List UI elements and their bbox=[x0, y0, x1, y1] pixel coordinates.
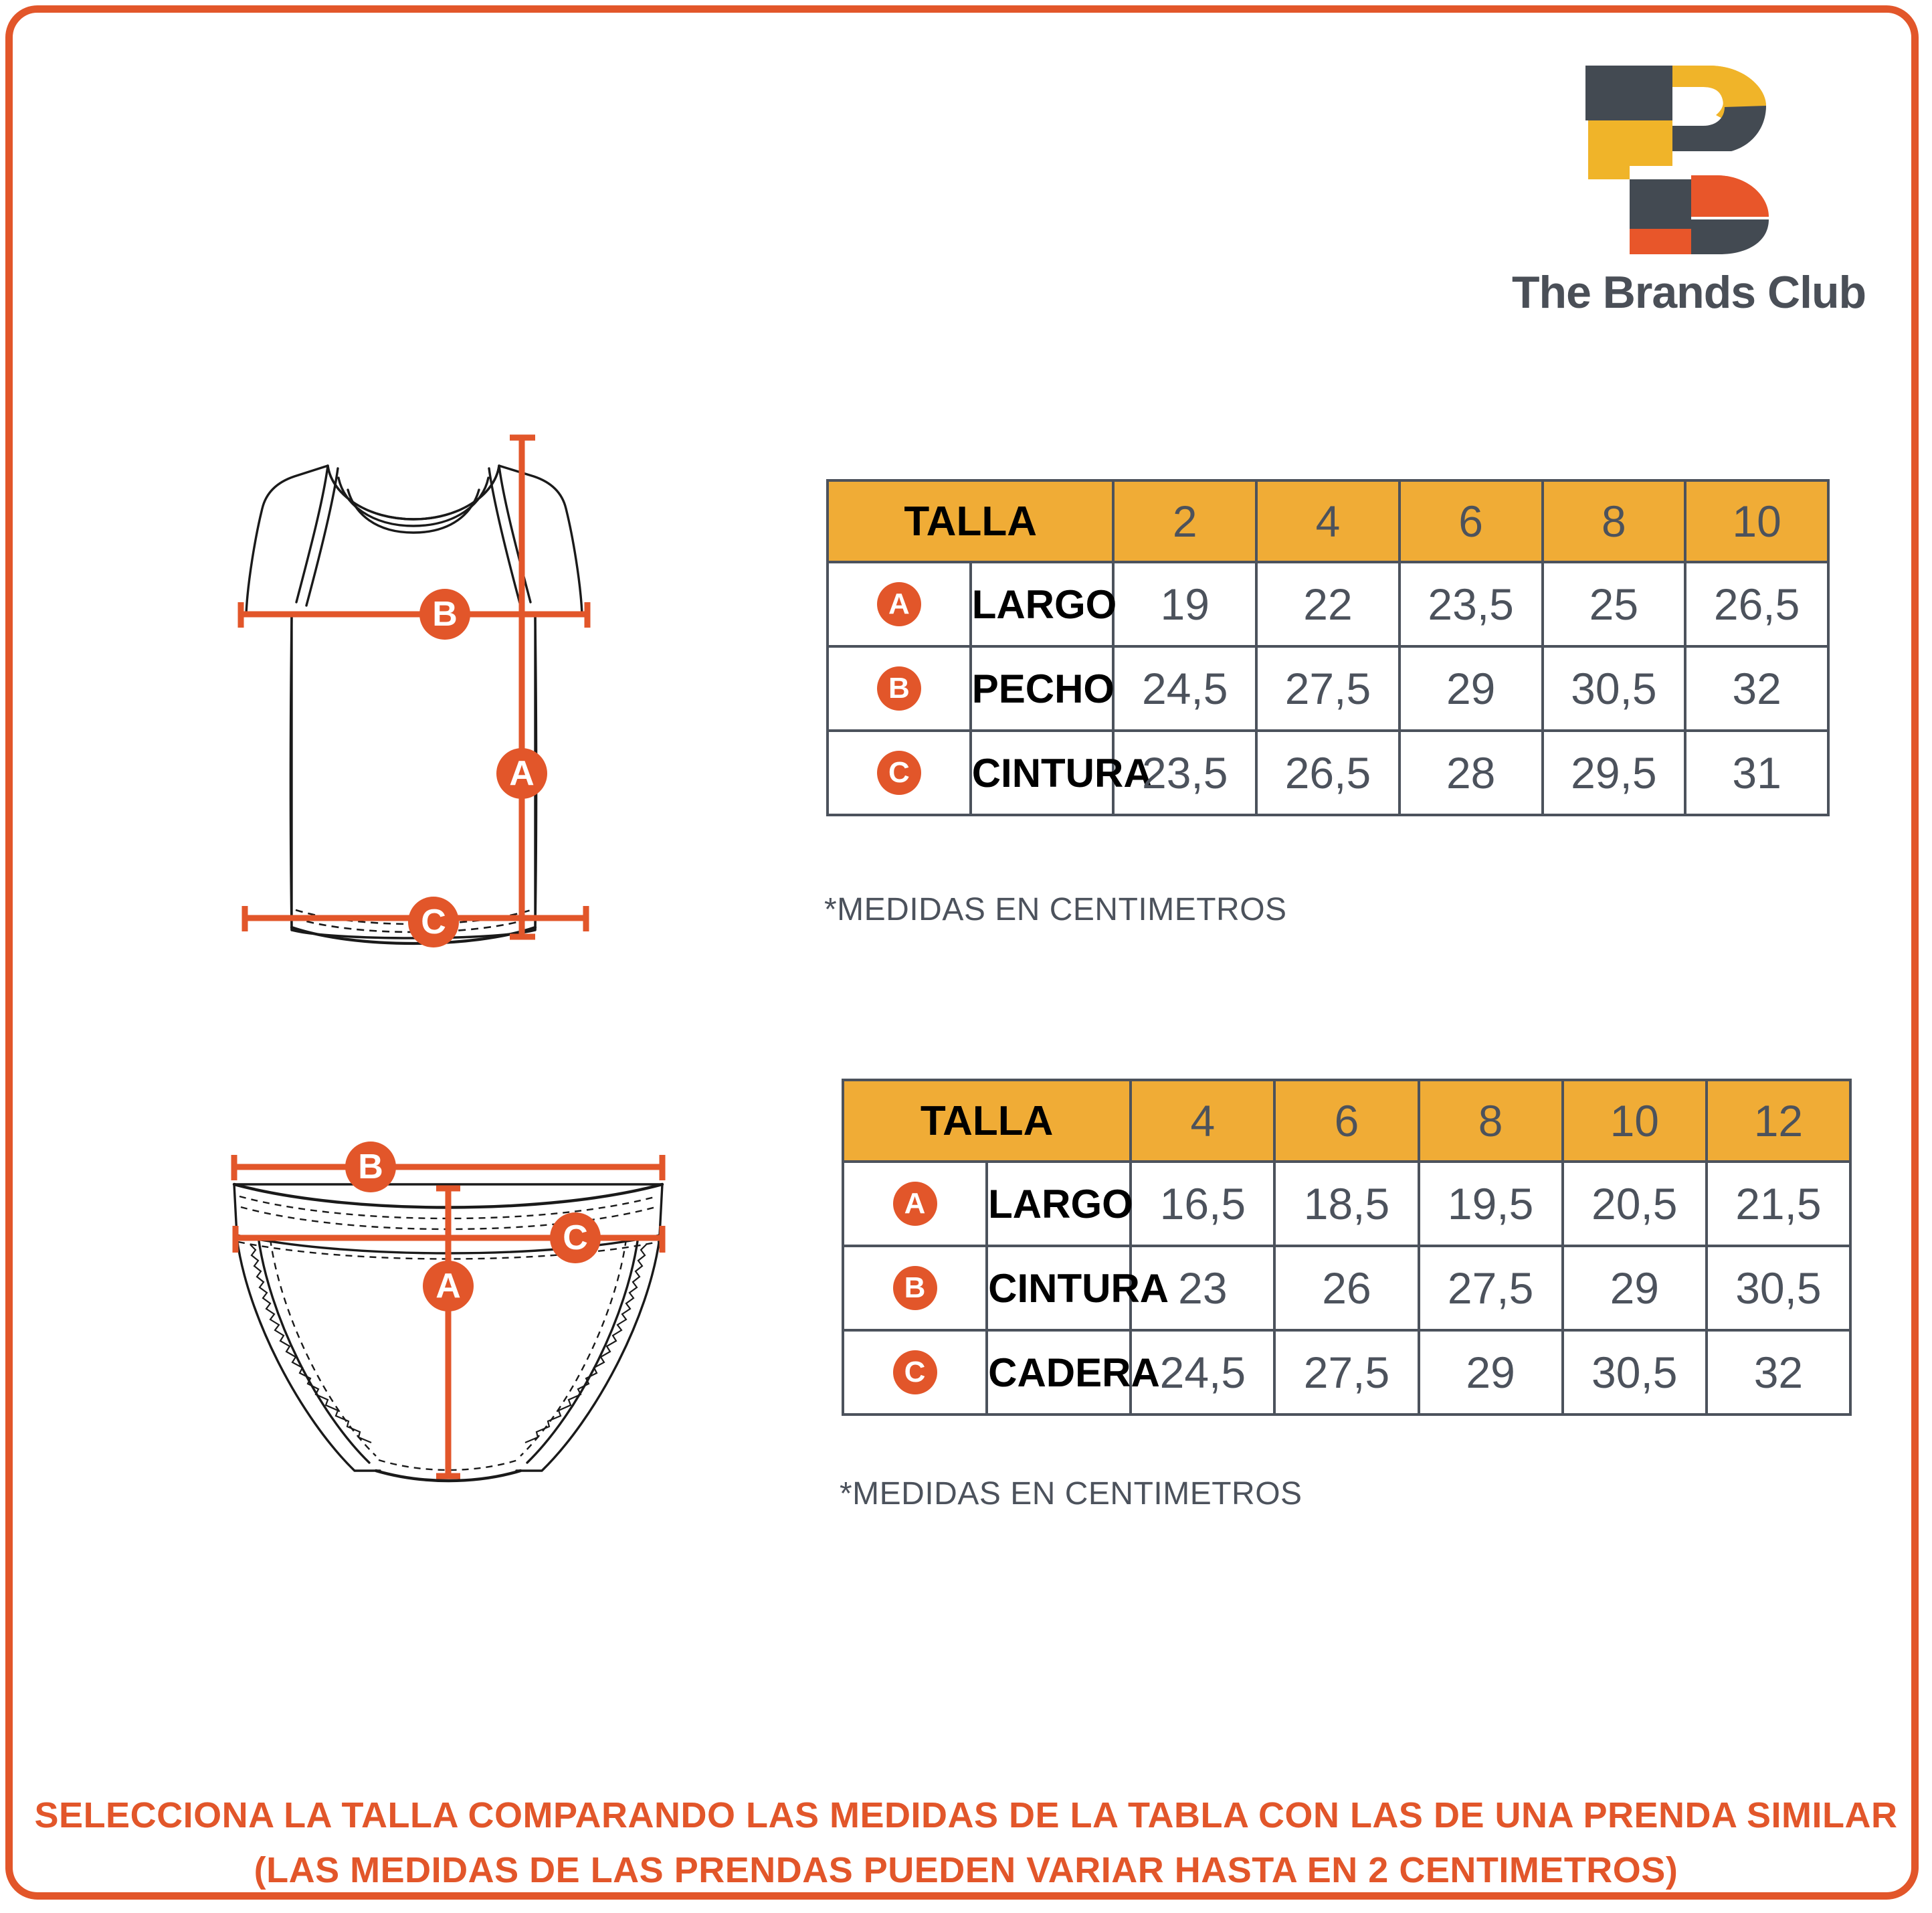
tank-top-garment-illustration: B A C bbox=[237, 434, 591, 947]
row-value: 32 bbox=[1705, 1329, 1852, 1416]
marker-badge-icon: A bbox=[876, 582, 921, 626]
marker-c-badge: C bbox=[550, 1212, 601, 1263]
row-value: 32 bbox=[1684, 645, 1830, 732]
row-value: 26,5 bbox=[1255, 729, 1401, 816]
row-value: 19,5 bbox=[1417, 1160, 1564, 1247]
footer-instructions: SELECCIONA LA TALLA COMPARANDO LAS MEDID… bbox=[0, 1793, 1932, 1893]
row-badge-cell: B bbox=[841, 1245, 989, 1332]
row-value: 27,5 bbox=[1255, 645, 1401, 732]
row-value: 18,5 bbox=[1273, 1160, 1420, 1247]
row-measure-name: CADERA bbox=[985, 1329, 1160, 1416]
row-value: 29,5 bbox=[1541, 729, 1687, 816]
marker-badge-icon: A bbox=[892, 1182, 937, 1226]
row-value: 26,5 bbox=[1684, 561, 1830, 648]
size-table-top: TALLA 2 4 6 8 10 A LARGO 19 22 23,5 25 2… bbox=[826, 479, 1830, 816]
row-value: 23,5 bbox=[1397, 561, 1544, 648]
table-row: A LARGO 19 22 23,5 25 26,5 bbox=[826, 561, 1830, 648]
marker-badge-icon: B bbox=[892, 1266, 937, 1310]
row-value: 22 bbox=[1255, 561, 1401, 648]
row-value: 31 bbox=[1684, 729, 1830, 816]
row-badge-cell: C bbox=[841, 1329, 989, 1416]
row-value: 23,5 bbox=[1112, 729, 1258, 816]
svg-text:B: B bbox=[432, 595, 458, 634]
header-size-4: 10 bbox=[1684, 479, 1830, 563]
row-value: 25 bbox=[1541, 561, 1687, 648]
marker-b-badge: B bbox=[345, 1142, 396, 1192]
table-header-row: TALLA 4 6 8 10 12 bbox=[841, 1079, 1852, 1163]
row-measure-name: CINTURA bbox=[969, 729, 1153, 816]
brands-club-b-logo-icon bbox=[1585, 66, 1769, 254]
row-value: 29 bbox=[1561, 1245, 1708, 1332]
svg-text:A: A bbox=[509, 754, 535, 793]
table-row: C CADERA 24,5 27,5 29 30,5 32 bbox=[841, 1329, 1852, 1416]
row-measure-name: LARGO bbox=[985, 1160, 1133, 1247]
row-value: 27,5 bbox=[1273, 1329, 1420, 1416]
header-size-0: 2 bbox=[1112, 479, 1258, 563]
row-value: 30,5 bbox=[1561, 1329, 1708, 1416]
size-table-bottom: TALLA 4 6 8 10 12 A LARGO 16,5 18,5 19,5… bbox=[841, 1079, 1852, 1416]
footer-line-1: SELECCIONA LA TALLA COMPARANDO LAS MEDID… bbox=[34, 1795, 1898, 1835]
row-value: 24,5 bbox=[1112, 645, 1258, 732]
header-size-3: 8 bbox=[1541, 479, 1687, 563]
table-row: B PECHO 24,5 27,5 29 30,5 32 bbox=[826, 645, 1830, 732]
svg-text:A: A bbox=[436, 1267, 461, 1305]
marker-a-badge: A bbox=[496, 748, 547, 799]
table-row: A LARGO 16,5 18,5 19,5 20,5 21,5 bbox=[841, 1160, 1852, 1247]
svg-text:C: C bbox=[421, 903, 446, 941]
row-value: 29 bbox=[1397, 645, 1544, 732]
measurements-note-bottom: *MEDIDAS EN CENTIMETROS bbox=[840, 1476, 1302, 1512]
row-value: 30,5 bbox=[1541, 645, 1687, 732]
table-row: C CINTURA 23,5 26,5 28 29,5 31 bbox=[826, 729, 1830, 816]
bikini-bottom-garment-illustration: B C A bbox=[231, 1142, 666, 1483]
row-value: 24,5 bbox=[1129, 1329, 1276, 1416]
header-talla: TALLA bbox=[826, 479, 1115, 563]
row-value: 30,5 bbox=[1705, 1245, 1852, 1332]
header-talla: TALLA bbox=[841, 1079, 1133, 1163]
row-measure-name: PECHO bbox=[969, 645, 1115, 732]
row-badge-cell: A bbox=[826, 561, 972, 648]
row-value: 16,5 bbox=[1129, 1160, 1276, 1247]
header-size-3: 10 bbox=[1561, 1079, 1708, 1163]
header-size-1: 6 bbox=[1273, 1079, 1420, 1163]
header-size-1: 4 bbox=[1255, 479, 1401, 563]
header-size-4: 12 bbox=[1705, 1079, 1852, 1163]
table-row: B CINTURA 23 26 27,5 29 30,5 bbox=[841, 1245, 1852, 1332]
marker-a-badge: A bbox=[423, 1261, 474, 1311]
row-badge-cell: C bbox=[826, 729, 972, 816]
marker-badge-icon: B bbox=[876, 666, 921, 711]
measurements-note-top: *MEDIDAS EN CENTIMETROS bbox=[824, 892, 1287, 927]
svg-text:B: B bbox=[358, 1148, 383, 1186]
footer-line-2: (LAS MEDIDAS DE LAS PRENDAS PUEDEN VARIA… bbox=[254, 1849, 1678, 1890]
row-value: 21,5 bbox=[1705, 1160, 1852, 1247]
row-value: 27,5 bbox=[1417, 1245, 1564, 1332]
row-value: 28 bbox=[1397, 729, 1544, 816]
header-size-2: 8 bbox=[1417, 1079, 1564, 1163]
row-value: 20,5 bbox=[1561, 1160, 1708, 1247]
marker-b-badge: B bbox=[419, 589, 470, 640]
svg-text:C: C bbox=[563, 1218, 588, 1257]
table-header-row: TALLA 2 4 6 8 10 bbox=[826, 479, 1830, 563]
header-size-0: 4 bbox=[1129, 1079, 1276, 1163]
row-measure-name: LARGO bbox=[969, 561, 1117, 648]
marker-c-badge: C bbox=[408, 897, 459, 947]
marker-badge-icon: C bbox=[892, 1350, 937, 1394]
row-value: 23 bbox=[1129, 1245, 1276, 1332]
marker-badge-icon: C bbox=[876, 751, 921, 795]
brand-logo: The Brands Club bbox=[1512, 54, 1866, 348]
row-measure-name: CINTURA bbox=[985, 1245, 1169, 1332]
brand-name: The Brands Club bbox=[1512, 267, 1866, 318]
header-size-2: 6 bbox=[1397, 479, 1544, 563]
row-value: 29 bbox=[1417, 1329, 1564, 1416]
row-badge-cell: A bbox=[841, 1160, 989, 1247]
row-badge-cell: B bbox=[826, 645, 972, 732]
row-value: 26 bbox=[1273, 1245, 1420, 1332]
row-value: 19 bbox=[1112, 561, 1258, 648]
